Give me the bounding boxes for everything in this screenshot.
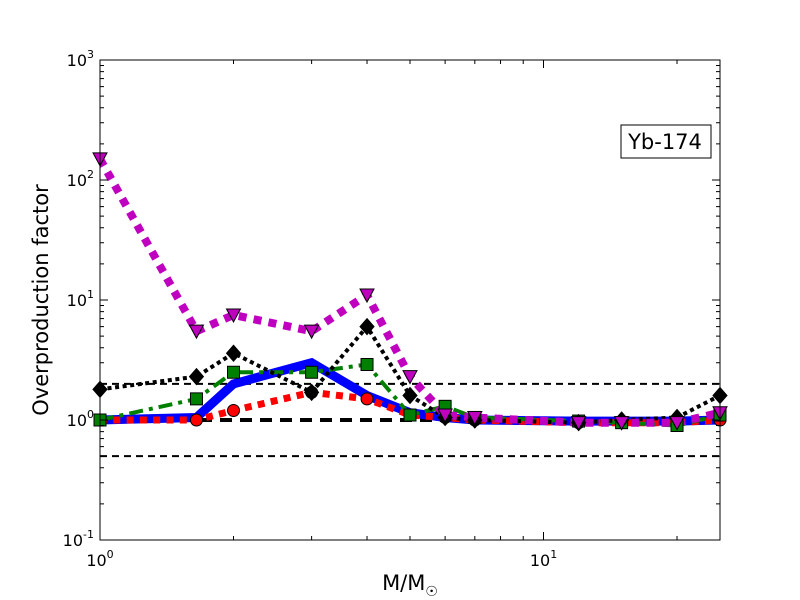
data-point: [403, 408, 417, 422]
y-tick-label: 100: [67, 408, 94, 430]
x-axis-title-subscript: ☉: [425, 584, 438, 600]
x-tick-label: 101: [530, 548, 557, 570]
data-point: [669, 416, 685, 431]
data-point: [189, 413, 203, 427]
annotation-label: Yb-174: [627, 130, 702, 154]
data-point: [225, 344, 242, 363]
data-point: [188, 367, 205, 386]
series-line-1: [100, 388, 720, 427]
y-tick-label: 101: [67, 288, 94, 310]
data-point: [189, 392, 203, 406]
data-point: [360, 392, 374, 406]
annotation-frame: [620, 124, 712, 159]
data-point: [227, 403, 241, 417]
annotation-box: Yb-174: [620, 124, 712, 159]
data-point: [359, 317, 375, 336]
data-point: [402, 386, 418, 405]
y-tick-label: 10-1: [63, 528, 94, 550]
data-point: [613, 416, 630, 431]
data-point: [570, 416, 587, 431]
series-line-4: [100, 156, 720, 427]
data-point: [227, 365, 241, 379]
plot-area: [100, 60, 720, 540]
x-axis-title: M/M☉: [382, 571, 438, 600]
series-markers: [92, 152, 728, 432]
y-tick-label: 103: [67, 48, 94, 70]
data-point: [303, 383, 320, 402]
y-axis-title: Overproduction factor: [29, 184, 53, 416]
data-point: [359, 288, 375, 304]
data-point: [305, 365, 319, 379]
y-tick-label: 102: [67, 168, 94, 190]
data-point: [188, 324, 205, 340]
data-point: [402, 370, 418, 385]
axis-ticks: [99, 59, 720, 541]
x-axis-title-main: M/M: [382, 571, 425, 595]
x-tick-label: 100: [86, 548, 113, 570]
data-point: [466, 410, 483, 426]
series-line-2: [100, 362, 720, 428]
data-point: [303, 324, 320, 340]
data-point: [225, 308, 242, 324]
data-point: [437, 408, 453, 424]
data-point: [360, 358, 374, 372]
series-lines: [100, 156, 720, 428]
